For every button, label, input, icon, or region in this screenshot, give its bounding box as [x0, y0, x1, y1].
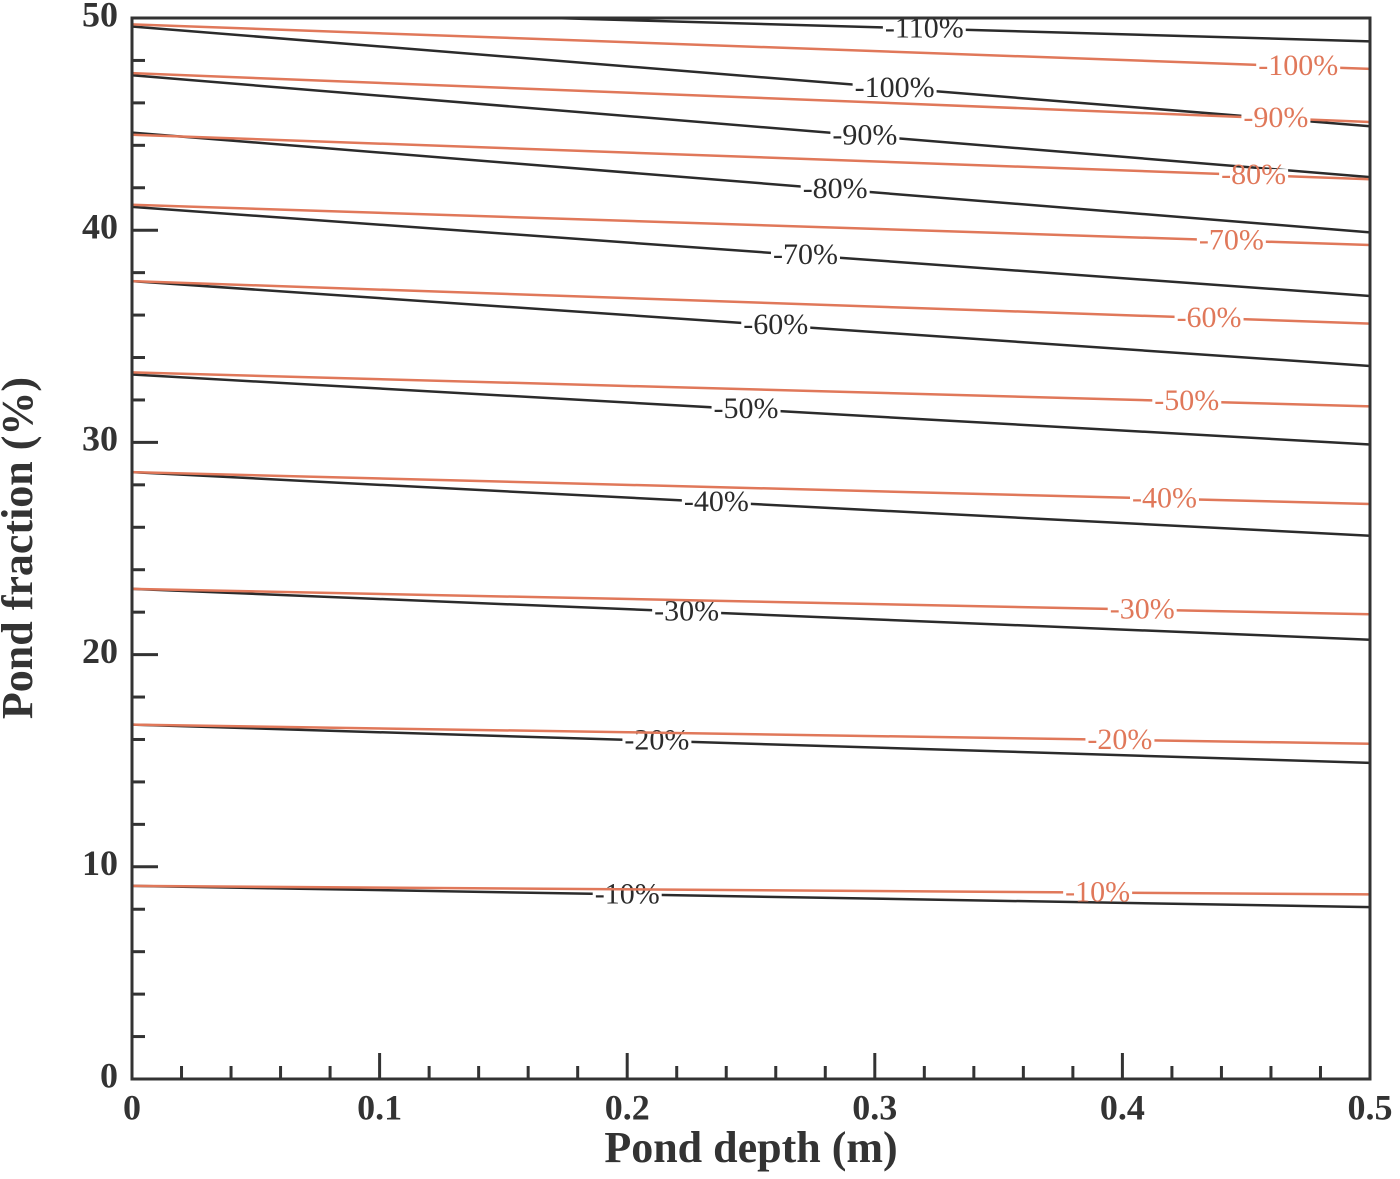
y-axis-label: Pond fraction (%) [0, 377, 42, 719]
y-tick-label: 0 [100, 1055, 118, 1095]
contour-line [131, 133, 1371, 181]
contour-label: -100% [855, 71, 935, 104]
contour-label-bg [711, 403, 781, 416]
contour-line [131, 723, 1371, 745]
x-tick-label: 0.3 [852, 1087, 897, 1127]
contour-line [131, 131, 1371, 234]
x-tick-label: 0.4 [1100, 1087, 1145, 1127]
x-axis-label: Pond depth (m) [604, 1123, 897, 1172]
contour-label: -100% [1258, 49, 1338, 82]
contour-line [131, 723, 1371, 765]
contour-label-bg [741, 319, 811, 332]
contour-line [131, 203, 1371, 247]
contour-label-bg [1129, 492, 1199, 505]
contour-label: -50% [714, 392, 779, 425]
contour-label-bg [622, 734, 692, 747]
contour-label: -90% [1243, 101, 1308, 134]
contour-label-bg [652, 605, 722, 618]
contour-label: -110% [885, 12, 964, 45]
contour-label-bg [882, 22, 966, 35]
contour-label: -80% [1221, 158, 1286, 191]
contour-label-bg [1063, 886, 1133, 899]
contour-line [131, 25, 1371, 128]
contour-line [131, 279, 1371, 325]
contour-label: -60% [1177, 301, 1242, 334]
contour-label: -40% [1132, 482, 1197, 515]
contour-line [131, 587, 1371, 616]
contour-label: -40% [684, 485, 749, 518]
x-tick-label: 0 [123, 1087, 141, 1127]
y-tick-label: 50 [82, 0, 118, 34]
contour-label: -10% [595, 877, 660, 910]
y-tick-label: 10 [82, 843, 118, 883]
contour-label-bg [592, 888, 662, 901]
contour-label: -70% [773, 238, 838, 271]
contour-line [131, 71, 1371, 124]
contour-label-bg [1152, 395, 1222, 408]
contour-label: -30% [1110, 592, 1175, 625]
contour-label-bg [1085, 733, 1155, 746]
contour-label-bg [1256, 60, 1341, 73]
contour-label-bg [830, 129, 900, 142]
contour-label-bg [681, 496, 751, 509]
contour-label-bg [1107, 603, 1177, 616]
contour-label: -20% [1087, 723, 1152, 756]
contour-line [131, 74, 1371, 179]
y-tick-label: 40 [82, 206, 118, 246]
x-tick-label: 0.2 [605, 1087, 650, 1127]
contour-label-bg [800, 183, 870, 196]
contour-line [131, 884, 1371, 896]
contour-label-bg [1174, 312, 1244, 325]
contour-label: -90% [832, 118, 897, 151]
contour-label: -60% [743, 308, 808, 341]
contour-line [131, 470, 1371, 538]
contour-label: -70% [1199, 223, 1264, 256]
y-tick-label: 30 [82, 419, 118, 459]
contour-label-bg [770, 249, 840, 262]
contour-line [131, 884, 1371, 909]
y-tick-label: 20 [82, 631, 118, 671]
contour-line [131, 587, 1371, 641]
contour-label: -80% [803, 172, 868, 205]
contour-label-bg [1219, 169, 1289, 182]
contour-label-bg [1241, 112, 1311, 125]
contour-label-bg [852, 81, 937, 94]
contour-label: -20% [624, 724, 689, 757]
plot-frame [130, 16, 1372, 1081]
contour-label: -50% [1154, 384, 1219, 417]
contour-label: -10% [1065, 875, 1130, 908]
contour-line [131, 23, 1371, 71]
x-tick-label: 0.5 [1348, 1087, 1393, 1127]
contour-line [131, 205, 1371, 298]
x-tick-label: 0.1 [357, 1087, 402, 1127]
contour-label-bg [1196, 234, 1266, 247]
